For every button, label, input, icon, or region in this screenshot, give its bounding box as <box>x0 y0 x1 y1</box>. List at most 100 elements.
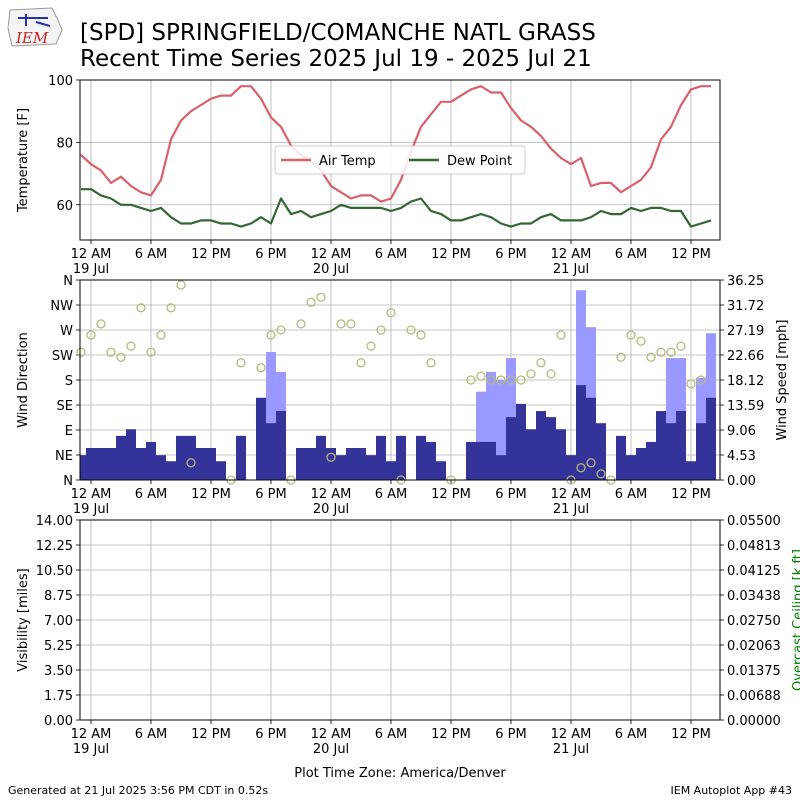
y-tick-label: 80 <box>56 136 73 151</box>
y2-tick-label: 22.66 <box>727 349 764 364</box>
bar <box>396 435 406 480</box>
point <box>516 375 526 385</box>
point <box>486 375 496 385</box>
bar <box>586 397 596 480</box>
x-tick-label: 6 PM <box>255 727 286 742</box>
point <box>356 358 366 368</box>
x-tick-label: 12 AM 19 Jul <box>71 487 112 517</box>
x-tick-label: 6 AM <box>135 487 168 502</box>
x-tick-label: 6 PM <box>255 247 286 262</box>
point <box>106 347 116 357</box>
plot-frame <box>79 519 721 721</box>
y-tick-label: W <box>60 324 73 339</box>
bar <box>216 461 226 480</box>
bar <box>266 423 276 480</box>
point <box>386 308 396 318</box>
bar <box>526 429 536 480</box>
y-tick-label: SW <box>52 349 73 364</box>
point <box>116 352 126 362</box>
bar <box>616 435 626 480</box>
point <box>616 352 626 362</box>
x-tick-label: 12 PM <box>431 487 471 502</box>
bar <box>166 461 176 480</box>
point <box>306 297 316 307</box>
y2-tick-label: 18.12 <box>727 374 764 389</box>
y-tick-label: N <box>63 274 73 289</box>
point <box>146 347 156 357</box>
point <box>276 325 286 335</box>
y2-tick-label: 36.25 <box>727 274 764 289</box>
point <box>366 341 376 351</box>
point <box>496 375 506 385</box>
y-axis-label: Temperature [F] <box>16 108 31 213</box>
y-tick-label: 12.25 <box>36 539 73 554</box>
y-tick-label: 10.50 <box>36 564 73 579</box>
bar <box>80 455 86 480</box>
x-tick-label: 6 AM <box>375 487 408 502</box>
point <box>666 347 676 357</box>
bar <box>486 441 496 480</box>
point <box>646 352 656 362</box>
plot-frame <box>79 279 721 481</box>
x-tick-label: 12 PM <box>431 247 471 262</box>
legend-label: Air Temp <box>319 154 376 169</box>
x-tick-label: 6 PM <box>255 487 286 502</box>
x-tick-label: 6 PM <box>495 487 526 502</box>
footer-right: IEM Autoplot App #43 <box>671 784 793 797</box>
bar <box>366 455 376 480</box>
chart-title: [SPD] SPRINGFIELD/COMANCHE NATL GRASS <box>80 20 596 46</box>
bar <box>186 435 196 480</box>
series-group <box>80 290 716 480</box>
point <box>426 358 436 368</box>
bar <box>666 358 676 480</box>
y-tick-label: 7.00 <box>44 614 73 629</box>
y-tick-label: 14.00 <box>36 514 73 529</box>
y-tick-label: NE <box>55 449 73 464</box>
bar <box>266 352 276 480</box>
y-tick-label: SE <box>57 399 73 414</box>
y2-tick-label: 0.04813 <box>727 539 781 554</box>
legend-box <box>274 145 526 175</box>
bar <box>106 448 116 480</box>
x-tick-label: 6 PM <box>495 727 526 742</box>
bar <box>116 435 126 480</box>
bar <box>146 441 156 480</box>
bar <box>306 448 316 480</box>
x-tick-label: 6 AM <box>135 727 168 742</box>
bar <box>96 448 106 480</box>
bar <box>466 441 476 480</box>
point <box>676 341 686 351</box>
y-tick-label: 60 <box>56 199 73 214</box>
point <box>526 369 536 379</box>
x-tick-label: 12 PM <box>191 487 231 502</box>
x-tick-label: 12 PM <box>191 727 231 742</box>
bar <box>426 441 436 480</box>
y2-tick-label: 31.72 <box>727 299 764 314</box>
bar <box>696 423 706 480</box>
y2-tick-label: 0.03438 <box>727 589 781 604</box>
series-group <box>80 85 712 228</box>
bar <box>496 455 506 480</box>
y2-tick-label: 0.04125 <box>727 564 781 579</box>
x-tick-label: 6 AM <box>375 247 408 262</box>
y2-tick-label: 0.00688 <box>727 689 781 704</box>
bar <box>636 448 646 480</box>
y2-tick-label: 13.59 <box>727 399 764 414</box>
bar <box>476 391 486 480</box>
point <box>316 292 326 302</box>
bar <box>546 417 556 480</box>
x-tick-label: 6 PM <box>495 247 526 262</box>
bar <box>576 385 586 480</box>
y-tick-label: 100 <box>48 74 73 89</box>
bar <box>276 411 286 480</box>
point <box>176 280 186 290</box>
point <box>546 369 556 379</box>
x-tick-label: 6 AM <box>135 247 168 262</box>
point <box>416 330 426 340</box>
point <box>636 336 646 346</box>
point <box>536 358 546 368</box>
bar <box>476 441 486 480</box>
bar <box>296 448 306 480</box>
